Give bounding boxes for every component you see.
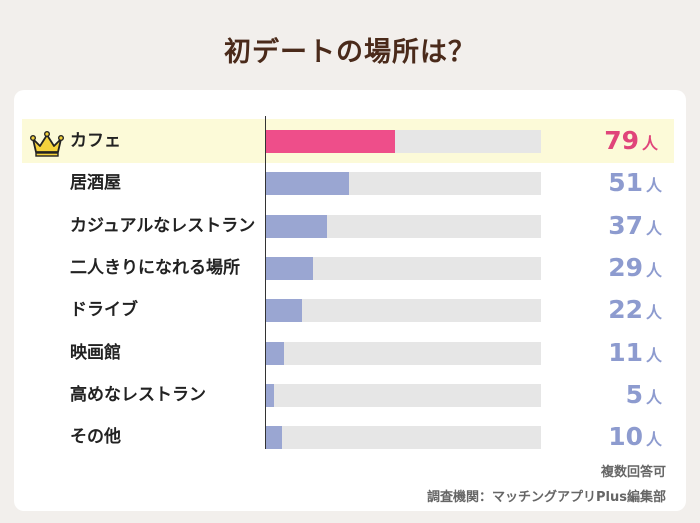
value-number: 11: [608, 338, 643, 367]
bar-track: [266, 426, 541, 449]
value-unit: 人: [645, 303, 662, 322]
category-label: カジュアルなレストラン: [70, 216, 256, 236]
bar-row: カジュアルなレストラン 37 人: [0, 204, 700, 248]
value-number: 79: [604, 126, 639, 155]
bar: [266, 130, 395, 153]
bar-row: その他 10 人: [0, 415, 700, 459]
value-label: 11 人: [608, 331, 662, 375]
value-unit: 人: [645, 430, 662, 449]
category-label: 二人きりになれる場所: [70, 258, 240, 278]
value-unit: 人: [645, 219, 662, 238]
value-number: 29: [608, 253, 643, 282]
value-number: 5: [625, 380, 643, 409]
value-unit: 人: [641, 134, 658, 153]
bar: [266, 426, 282, 449]
bar-track: [266, 257, 541, 280]
multiple-answers-note: 複数回答可: [600, 465, 666, 480]
bar-track: [266, 342, 541, 365]
bar: [266, 215, 327, 238]
value-number: 37: [608, 211, 643, 240]
page-title: 初デートの場所は？: [224, 37, 476, 68]
category-label: その他: [70, 427, 121, 447]
value-number: 10: [608, 422, 643, 451]
value-number: 22: [608, 295, 643, 324]
bar-row: カフェ 79 人: [22, 119, 674, 163]
value-label: 29 人: [608, 246, 662, 290]
bar-track: [266, 299, 541, 322]
bar: [266, 257, 313, 280]
value-label: 79 人: [604, 119, 658, 163]
bar-track: [266, 215, 541, 238]
value-unit: 人: [645, 388, 662, 407]
bar-row: 高めなレストラン 5 人: [0, 373, 700, 417]
value-label: 37 人: [608, 204, 662, 248]
value-number: 51: [608, 168, 643, 197]
bar: [266, 172, 349, 195]
value-label: 51 人: [608, 161, 662, 205]
bar-track: [266, 172, 541, 195]
category-label: カフェ: [70, 131, 121, 151]
category-label: 高めなレストラン: [70, 385, 206, 405]
bar-track: [266, 384, 541, 407]
bar-row: 映画館 11 人: [0, 331, 700, 375]
bar-row: 居酒屋 51 人: [0, 161, 700, 205]
category-label: ドライブ: [70, 300, 138, 320]
bar: [266, 342, 284, 365]
y-axis-line: [265, 116, 266, 449]
value-unit: 人: [645, 261, 662, 280]
bar: [266, 299, 302, 322]
value-label: 22 人: [608, 288, 662, 332]
bar: [266, 384, 274, 407]
value-unit: 人: [645, 176, 662, 195]
value-label: 10 人: [608, 415, 662, 459]
bar-row: 二人きりになれる場所 29 人: [0, 246, 700, 290]
bar-track: [266, 130, 541, 153]
category-label: 居酒屋: [70, 173, 121, 193]
crown-icon: [30, 131, 64, 157]
source-note: 調査機関：マッチングアプリPlus編集部: [427, 490, 666, 505]
value-unit: 人: [645, 346, 662, 365]
category-label: 映画館: [70, 343, 121, 363]
bar-row: ドライブ 22 人: [0, 288, 700, 332]
